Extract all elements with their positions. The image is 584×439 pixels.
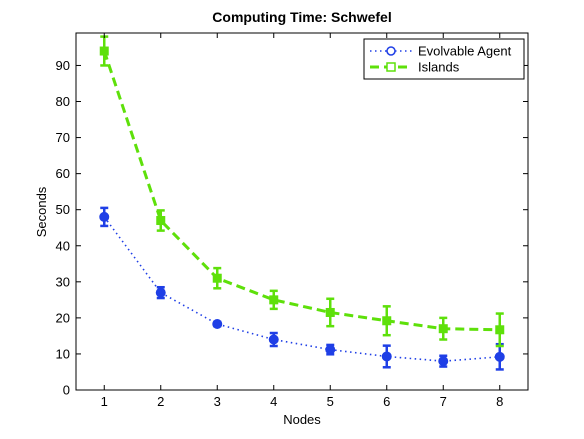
x-axis-label: Nodes <box>283 412 321 427</box>
series-0-point-7 <box>494 351 505 362</box>
y-tick-label-1: 10 <box>56 346 70 361</box>
legend-entry-0-label: Evolvable Agent <box>418 44 512 59</box>
x-tick-label-7: 8 <box>496 394 503 409</box>
series-1 <box>99 35 505 348</box>
series-1-line <box>102 50 500 332</box>
series-0-line <box>103 216 500 362</box>
series-1-point-6 <box>438 324 448 334</box>
plot-frame <box>75 32 529 391</box>
legend-entry-0: Evolvable Agent <box>370 44 512 59</box>
legend-entry-1: Islands <box>370 60 460 75</box>
y-tick-label-8: 80 <box>56 94 70 109</box>
legend-box <box>363 38 525 80</box>
series-1-point-0 <box>99 46 109 56</box>
series-0-point-4 <box>325 344 336 355</box>
y-tick-label-3: 30 <box>56 274 70 289</box>
x-tick-label-2: 3 <box>214 394 221 409</box>
y-axis-ticks: 0 10 20 30 40 50 60 70 80 90 <box>56 58 528 398</box>
y-tick-label-2: 20 <box>56 310 70 325</box>
series-1-point-4 <box>325 307 335 317</box>
x-tick-label-4: 5 <box>327 394 334 409</box>
legend-entry-0-marker <box>386 46 396 56</box>
x-tick-label-3: 4 <box>270 394 277 409</box>
legend-entry-1-marker <box>386 62 396 72</box>
series-layer <box>99 35 505 371</box>
y-tick-label-7: 70 <box>56 130 70 145</box>
series-1-point-7 <box>495 325 505 335</box>
y-tick-label-5: 50 <box>56 202 70 217</box>
series-1-point-2 <box>212 273 222 283</box>
legend-entry-1-label: Islands <box>418 60 460 75</box>
x-tick-label-6: 7 <box>440 394 447 409</box>
y-tick-label-0: 0 <box>63 383 70 398</box>
series-0-point-2 <box>212 319 223 330</box>
series-0-point-5 <box>381 351 392 362</box>
chart-title: Computing Time: Schwefel <box>212 9 391 25</box>
y-axis-label: Seconds <box>34 186 49 237</box>
series-0-point-3 <box>268 334 279 345</box>
series-0-point-6 <box>438 356 449 367</box>
series-0-point-1 <box>155 287 166 298</box>
y-tick-label-9: 90 <box>56 58 70 73</box>
plot-area <box>76 33 528 390</box>
series-0-point-0 <box>99 211 110 222</box>
x-tick-label-5: 6 <box>383 394 390 409</box>
series-1-point-1 <box>156 216 166 226</box>
y-tick-label-6: 60 <box>56 166 70 181</box>
series-0 <box>99 206 505 371</box>
y-tick-label-4: 40 <box>56 238 70 253</box>
x-tick-label-1: 2 <box>157 394 164 409</box>
series-1-point-3 <box>269 295 279 305</box>
x-axis-ticks: 1 2 3 4 5 6 7 8 <box>101 33 503 409</box>
series-1-point-5 <box>382 316 392 326</box>
x-tick-label-0: 1 <box>101 394 108 409</box>
